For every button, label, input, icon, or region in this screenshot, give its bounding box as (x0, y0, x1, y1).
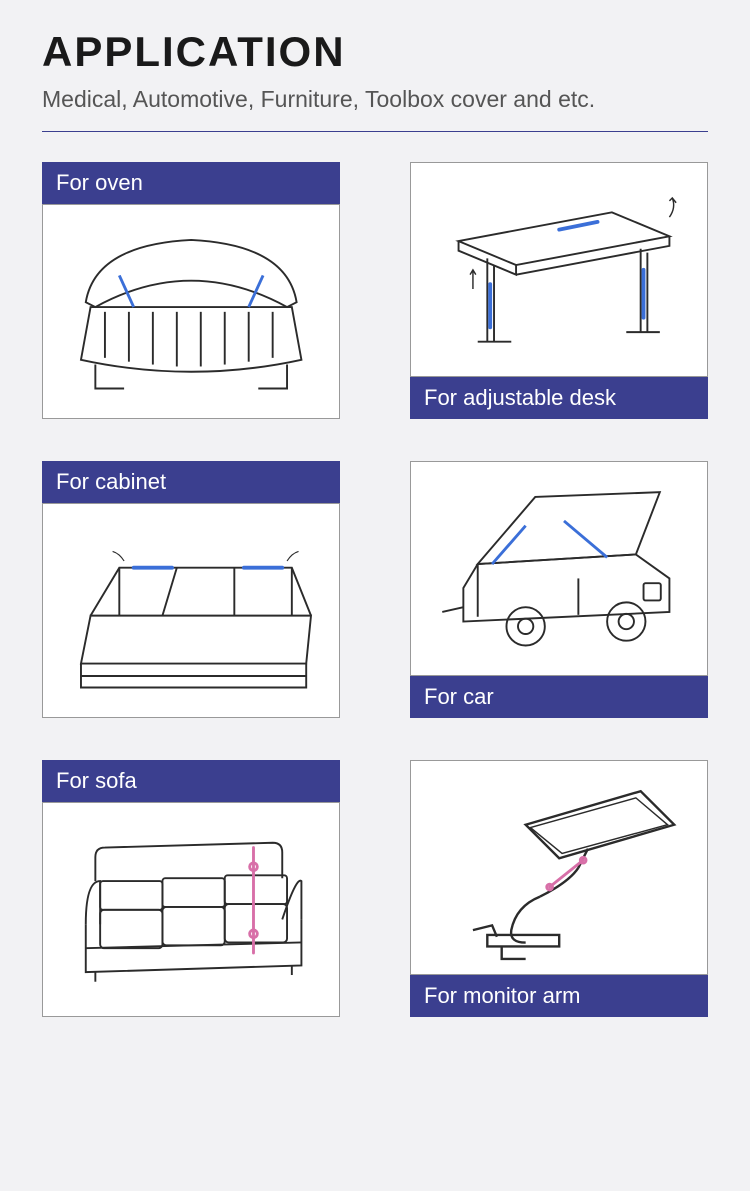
card-image-box (42, 204, 340, 419)
card-desk: For adjustable desk (410, 162, 708, 419)
card-image-box (410, 461, 708, 676)
card-image-box (42, 802, 340, 1017)
sofa-icon (58, 814, 324, 1006)
card-label: For adjustable desk (410, 377, 708, 419)
application-grid: For oven (42, 162, 708, 1017)
divider-line (42, 131, 708, 132)
desk-icon (426, 174, 692, 366)
car-icon (426, 473, 692, 665)
card-car: For car (410, 461, 708, 718)
card-image-box (410, 162, 708, 377)
monitor-icon (426, 772, 692, 964)
card-oven: For oven (42, 162, 340, 419)
card-sofa: For sofa (42, 760, 340, 1017)
cabinet-icon (58, 515, 324, 707)
oven-icon (58, 216, 324, 408)
card-monitor: For monitor arm (410, 760, 708, 1017)
page-title: APPLICATION (42, 28, 708, 76)
card-image-box (42, 503, 340, 718)
page-subtitle: Medical, Automotive, Furniture, Toolbox … (42, 86, 708, 113)
card-cabinet: For cabinet (42, 461, 340, 718)
card-label: For car (410, 676, 708, 718)
card-label: For cabinet (42, 461, 340, 503)
card-image-box (410, 760, 708, 975)
card-label: For sofa (42, 760, 340, 802)
card-label: For monitor arm (410, 975, 708, 1017)
card-label: For oven (42, 162, 340, 204)
